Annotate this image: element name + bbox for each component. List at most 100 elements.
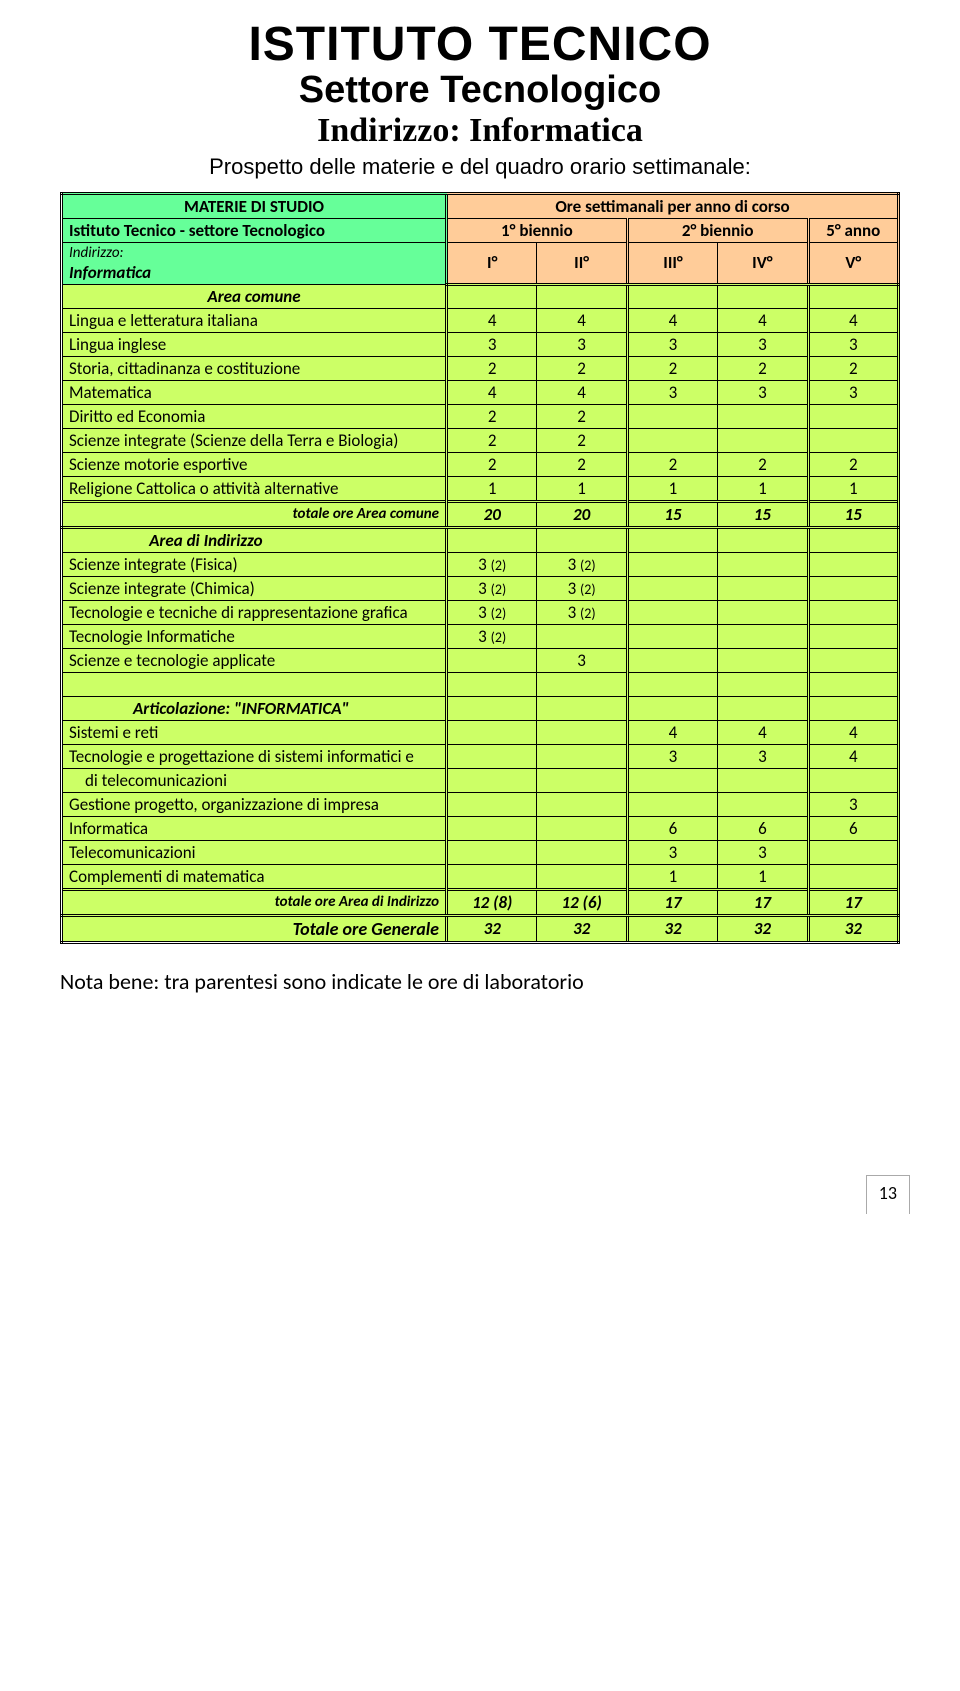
row-label: Religione Cattolica o attività alternati… <box>62 476 447 501</box>
data-cell <box>718 624 808 648</box>
data-cell: 3 (2) <box>537 576 627 600</box>
data-cell: 3 <box>627 744 717 768</box>
data-cell <box>447 648 537 672</box>
data-cell: 2 <box>537 428 627 452</box>
data-cell <box>627 648 717 672</box>
data-cell <box>537 840 627 864</box>
data-cell: 1 <box>808 476 898 501</box>
table-row: Scienze integrate (Chimica)3 (2)3 (2) <box>62 576 899 600</box>
data-cell: 2 <box>627 452 717 476</box>
totale-generale-label: Totale ore Generale <box>62 915 447 942</box>
data-cell: 3 <box>808 792 898 816</box>
data-cell: 3 (2) <box>447 624 537 648</box>
totale-comune-label: totale ore Area comune <box>62 501 447 527</box>
totale-cell: 17 <box>808 889 898 915</box>
totale-cell: 32 <box>718 915 808 942</box>
data-cell <box>627 768 717 792</box>
row-label: Scienze integrate (Scienze della Terra e… <box>62 428 447 452</box>
header-bien1: 1° biennio <box>447 218 628 242</box>
title-block: ISTITUTO TECNICO Settore Tecnologico Ind… <box>60 20 900 180</box>
data-cell <box>447 864 537 889</box>
tbody-comune: Lingua e letteratura italiana44444Lingua… <box>62 308 899 501</box>
data-cell: 4 <box>718 720 808 744</box>
header-col-2: II° <box>537 242 627 284</box>
row-label: Scienze integrate (Chimica) <box>62 576 447 600</box>
totale-comune-row: totale ore Area comune 20 20 15 15 15 <box>62 501 899 527</box>
section-row: Articolazione: "INFORMATICA" <box>62 696 899 720</box>
data-cell: 3 <box>718 840 808 864</box>
table-header-row: Istituto Tecnico - settore Tecnologico 1… <box>62 218 899 242</box>
data-cell: 2 <box>808 356 898 380</box>
table-row: Informatica666 <box>62 816 899 840</box>
totale-cell: 15 <box>808 501 898 527</box>
totale-cell: 32 <box>537 915 627 942</box>
data-cell <box>718 600 808 624</box>
data-cell: 2 <box>808 452 898 476</box>
data-cell: 2 <box>447 428 537 452</box>
data-cell: 3 (2) <box>447 600 537 624</box>
data-cell: 3 <box>627 840 717 864</box>
data-cell <box>537 768 627 792</box>
data-cell: 3 <box>447 332 537 356</box>
data-cell <box>447 744 537 768</box>
table-row: Scienze motorie esportive22222 <box>62 452 899 476</box>
data-cell <box>808 428 898 452</box>
table-row: Tecnologie Informatiche3 (2) <box>62 624 899 648</box>
totale-cell: 17 <box>718 889 808 915</box>
row-label: Gestione progetto, organizzazione di imp… <box>62 792 447 816</box>
data-cell: 3 (2) <box>537 600 627 624</box>
data-cell: 4 <box>537 380 627 404</box>
data-cell <box>718 768 808 792</box>
row-label: Scienze motorie esportive <box>62 452 447 476</box>
header-indirizzo-value: Informatica <box>69 262 151 283</box>
table-row: Scienze integrate (Fisica)3 (2)3 (2) <box>62 552 899 576</box>
data-cell <box>447 720 537 744</box>
data-cell: 3 (2) <box>537 552 627 576</box>
data-cell <box>718 428 808 452</box>
data-cell: 4 <box>537 308 627 332</box>
data-cell <box>537 744 627 768</box>
data-cell: 2 <box>537 356 627 380</box>
totale-cell: 20 <box>537 501 627 527</box>
data-cell <box>447 768 537 792</box>
data-cell: 2 <box>718 452 808 476</box>
data-cell <box>808 648 898 672</box>
data-cell <box>808 600 898 624</box>
data-cell <box>718 404 808 428</box>
totale-cell: 20 <box>447 501 537 527</box>
row-label: Storia, cittadinanza e costituzione <box>62 356 447 380</box>
main-title: ISTITUTO TECNICO <box>60 20 900 70</box>
table-row: Telecomunicazioni33 <box>62 840 899 864</box>
data-cell: 2 <box>537 404 627 428</box>
data-cell: 2 <box>447 404 537 428</box>
data-cell <box>627 624 717 648</box>
totale-generale-row: Totale ore Generale 32 32 32 32 32 <box>62 915 899 942</box>
section-row: Area comune <box>62 284 899 308</box>
header-indirizzo-label: Indirizzo: <box>69 244 124 262</box>
data-cell: 3 <box>808 380 898 404</box>
header-materie: MATERIE DI STUDIO <box>62 193 447 218</box>
row-label: Tecnologie e progettazione di sistemi in… <box>62 744 447 768</box>
header-anno5: 5° anno <box>808 218 898 242</box>
header-col-5: V° <box>808 242 898 284</box>
data-cell: 1 <box>537 476 627 501</box>
data-cell: 2 <box>447 356 537 380</box>
totale-cell: 15 <box>627 501 717 527</box>
indirizzo-title: Indirizzo: Informatica <box>60 112 900 149</box>
data-cell: 3 <box>808 332 898 356</box>
header-col-3: III° <box>627 242 717 284</box>
data-cell: 6 <box>718 816 808 840</box>
header-bien2: 2° biennio <box>627 218 808 242</box>
data-cell: 3 <box>718 744 808 768</box>
data-cell: 1 <box>447 476 537 501</box>
data-cell: 6 <box>808 816 898 840</box>
blank-row <box>62 672 899 696</box>
data-cell <box>718 576 808 600</box>
row-label: Informatica <box>62 816 447 840</box>
data-cell <box>718 792 808 816</box>
row-label: Lingua e letteratura italiana <box>62 308 447 332</box>
row-label: di telecomunicazioni <box>62 768 447 792</box>
header-col-1: I° <box>447 242 537 284</box>
row-label: Scienze e tecnologie applicate <box>62 648 447 672</box>
table-row: Religione Cattolica o attività alternati… <box>62 476 899 501</box>
